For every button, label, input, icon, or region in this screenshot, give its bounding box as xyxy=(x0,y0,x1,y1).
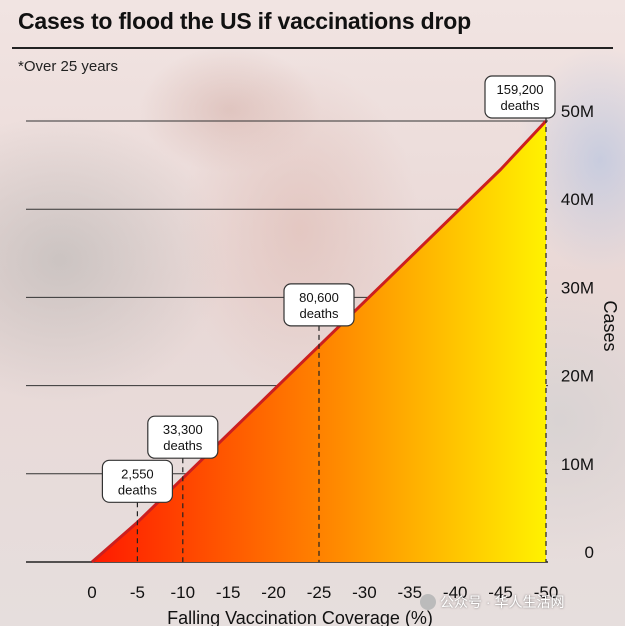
y-tick-label: 40M xyxy=(561,190,594,209)
annotation-value: 80,600 xyxy=(299,290,339,305)
annotation-value: 33,300 xyxy=(163,422,203,437)
y-tick-label: 0 xyxy=(585,543,594,562)
annotation-box xyxy=(283,283,355,327)
x-tick-label: -15 xyxy=(216,583,241,602)
chart-subtitle: *Over 25 years xyxy=(18,58,119,75)
y-axis-title: Cases xyxy=(600,300,620,351)
annotation-box xyxy=(147,415,219,459)
x-tick-label: -30 xyxy=(352,583,377,602)
annotation-droplines xyxy=(136,118,547,562)
x-tick-labels: 0 -5 -10 -15 -20 -25 -30 -35 -40 -45 -50 xyxy=(87,583,558,602)
watermark: 公众号 · 华人生活网 xyxy=(420,592,564,612)
annotation-unit: deaths xyxy=(500,98,540,113)
x-tick-label: -10 xyxy=(171,583,196,602)
annotation-unit: deaths xyxy=(299,306,339,321)
title-divider xyxy=(12,47,613,49)
x-tick-label: 0 xyxy=(87,583,96,602)
x-tick-label: -25 xyxy=(307,583,332,602)
area-fill xyxy=(92,121,546,562)
wechat-icon xyxy=(420,594,436,610)
y-tick-label: 20M xyxy=(561,367,594,386)
y-tick-labels: 0 10M 20M 30M 40M 50M xyxy=(561,102,594,562)
annotation-unit: deaths xyxy=(163,438,203,453)
x-tick-label: -45 xyxy=(488,583,513,602)
x-tick-label: -40 xyxy=(443,583,468,602)
x-tick-label: -35 xyxy=(398,583,423,602)
annotation-unit: deaths xyxy=(118,482,158,497)
x-tick-label: -5 xyxy=(130,583,145,602)
annotation-box xyxy=(484,75,556,119)
y-tick-label: 30M xyxy=(561,278,594,297)
y-tick-label: 10M xyxy=(561,455,594,474)
x-tick-label: -50 xyxy=(534,583,559,602)
annotation-value: 2,550 xyxy=(121,466,154,481)
x-axis-title: Falling Vaccination Coverage (%) xyxy=(167,608,433,626)
x-tick-label: -20 xyxy=(261,583,286,602)
annotations: 2,550deaths33,300deaths80,600deaths159,2… xyxy=(101,75,556,503)
annotation-value: 159,200 xyxy=(497,82,544,97)
watermark-text: 公众号 · 华人生活网 xyxy=(440,594,565,610)
chart-title: Cases to flood the US if vaccinations dr… xyxy=(18,8,471,34)
y-tick-label: 50M xyxy=(561,102,594,121)
annotation-box xyxy=(101,459,174,503)
